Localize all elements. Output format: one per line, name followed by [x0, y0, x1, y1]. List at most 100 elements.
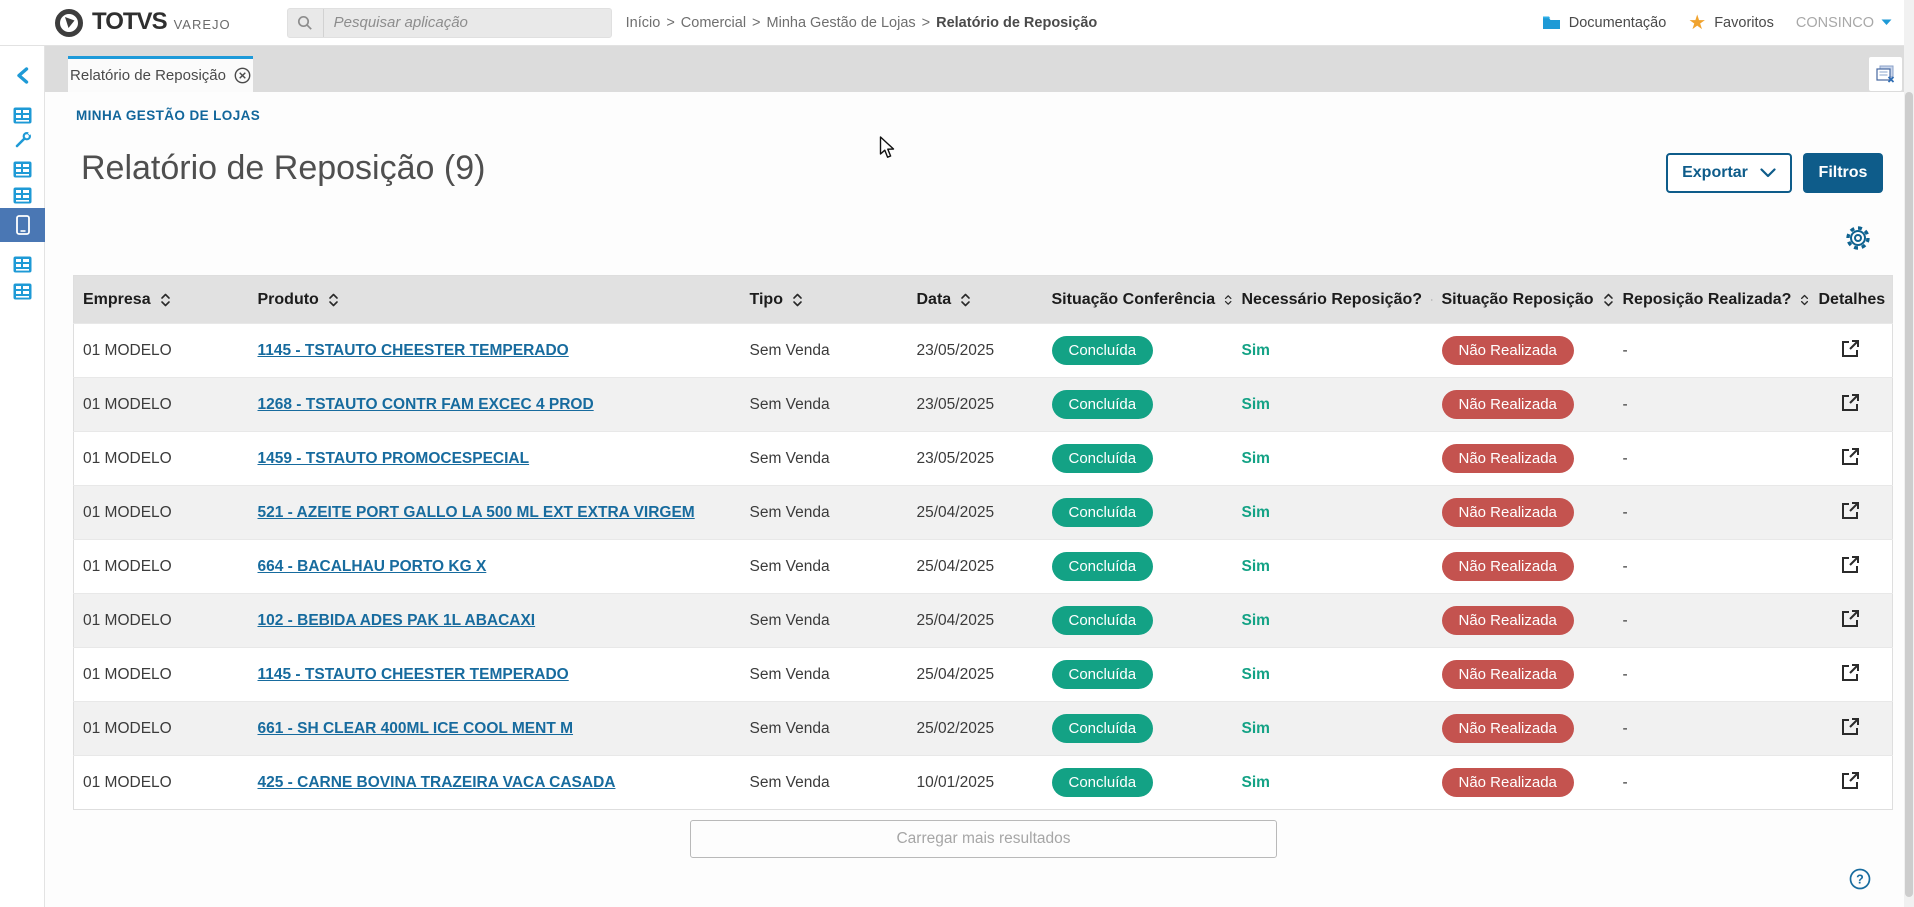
page-title: Relatório de Reposição (9): [81, 149, 486, 187]
breadcrumb-minha-gestao[interactable]: Minha Gestão de Lojas: [766, 14, 916, 31]
product-link[interactable]: 1145 - TSTAUTO CHEESTER TEMPERADO: [257, 665, 569, 683]
external-link-icon: [1842, 609, 1860, 627]
close-all-tabs-button[interactable]: [1869, 57, 1902, 91]
table-row: 01 MODELO 661 - SH CLEAR 400ML ICE COOL …: [73, 701, 1893, 756]
details-button[interactable]: [1840, 338, 1861, 364]
sort-icon[interactable]: [792, 292, 803, 308]
cell-tipo: Sem Venda: [740, 755, 908, 810]
column-header-label: Empresa: [83, 290, 151, 308]
sort-icon[interactable]: [328, 292, 339, 308]
external-link-icon: [1842, 393, 1860, 411]
details-button[interactable]: [1840, 770, 1861, 796]
sort-icon[interactable]: [1800, 292, 1809, 308]
tab-strip: Relatório de Reposição: [45, 46, 1914, 92]
sidebar-item-app-4[interactable]: [0, 250, 45, 278]
cell-necessario-reposicao: Sim: [1241, 665, 1270, 683]
sort-icon[interactable]: [1603, 292, 1614, 308]
export-label: Exportar: [1682, 164, 1748, 181]
cell-tipo: Sem Venda: [740, 323, 908, 378]
details-button[interactable]: [1840, 446, 1861, 472]
favorites-link[interactable]: ★ Favoritos: [1688, 13, 1774, 33]
export-button[interactable]: Exportar: [1666, 153, 1792, 193]
details-button[interactable]: [1840, 608, 1861, 634]
column-header-situacao_reposicao[interactable]: Situação Reposição: [1432, 275, 1614, 324]
column-header-tipo[interactable]: Tipo: [740, 275, 908, 324]
cell-data: 23/05/2025: [907, 377, 1043, 432]
cell-tipo: Sem Venda: [740, 539, 908, 594]
search-input[interactable]: [323, 14, 611, 31]
documentation-link[interactable]: Documentação: [1542, 15, 1666, 31]
sidebar-item-app-3[interactable]: [0, 181, 45, 209]
product-link[interactable]: 664 - BACALHAU PORTO KG X: [257, 557, 487, 575]
column-header-produto[interactable]: Produto: [248, 275, 741, 324]
tab-close-icon[interactable]: [234, 67, 251, 84]
cell-necessario-reposicao: Sim: [1241, 503, 1270, 521]
table-row: 01 MODELO 1145 - TSTAUTO CHEESTER TEMPER…: [73, 647, 1893, 702]
product-link[interactable]: 425 - CARNE BOVINA TRAZEIRA VACA CASADA: [257, 773, 616, 791]
column-header-data[interactable]: Data: [907, 275, 1043, 324]
product-link[interactable]: 1459 - TSTAUTO PROMOCESPECIAL: [257, 449, 530, 467]
cell-reposicao-realizada: -: [1613, 485, 1810, 540]
sidebar-collapse-button[interactable]: [0, 61, 45, 89]
cell-empresa: 01 MODELO: [73, 647, 249, 702]
cell-reposicao-realizada: -: [1613, 647, 1810, 702]
breadcrumb-inicio[interactable]: Início: [625, 14, 661, 31]
table-settings-button[interactable]: [1844, 224, 1872, 252]
external-link-icon: [1842, 771, 1860, 789]
page-scrollbar[interactable]: [1904, 0, 1914, 907]
cell-empresa: 01 MODELO: [73, 485, 249, 540]
details-button[interactable]: [1840, 716, 1861, 742]
details-button[interactable]: [1840, 662, 1861, 688]
cell-tipo: Sem Venda: [740, 377, 908, 432]
help-button[interactable]: ?: [1849, 868, 1873, 892]
sort-icon[interactable]: [1431, 292, 1433, 308]
column-header-necessario_reposicao[interactable]: Necessário Reposição?: [1232, 275, 1433, 324]
sidebar-item-app-1[interactable]: [0, 101, 45, 129]
module-link[interactable]: MINHA GESTÃO DE LOJAS: [76, 108, 261, 123]
external-link-icon: [1842, 447, 1860, 465]
product-link[interactable]: 661 - SH CLEAR 400ML ICE COOL MENT M: [257, 719, 574, 737]
app-window-icon: [13, 283, 32, 299]
conference-status-badge: Concluída: [1051, 660, 1154, 689]
breadcrumb-comercial[interactable]: Comercial: [680, 14, 747, 31]
sidebar-item-app-5[interactable]: [0, 277, 45, 305]
cell-empresa: 01 MODELO: [73, 593, 249, 648]
star-icon: ★: [1688, 11, 1707, 34]
cell-empresa: 01 MODELO: [73, 539, 249, 594]
chevron-left-icon: [17, 66, 29, 84]
sort-icon[interactable]: [160, 292, 171, 308]
cell-empresa: 01 MODELO: [73, 377, 249, 432]
column-header-empresa[interactable]: Empresa: [73, 275, 249, 324]
details-button[interactable]: [1840, 554, 1861, 580]
sort-icon[interactable]: [960, 292, 971, 308]
cell-data: 23/05/2025: [907, 431, 1043, 486]
column-header-reposicao_realizada[interactable]: Reposição Realizada?: [1613, 275, 1810, 324]
load-more-button[interactable]: Carregar mais resultados: [690, 820, 1277, 858]
sidebar-item-mobile-active[interactable]: [0, 208, 45, 242]
column-header-label: Situação Reposição: [1441, 290, 1594, 308]
product-link[interactable]: 1145 - TSTAUTO CHEESTER TEMPERADO: [257, 341, 569, 359]
conference-status-badge: Concluída: [1051, 336, 1154, 365]
product-link[interactable]: 521 - AZEITE PORT GALLO LA 500 ML EXT EX…: [257, 503, 695, 521]
sidebar-item-tools[interactable]: [0, 126, 45, 154]
user-menu[interactable]: CONSINCO: [1796, 15, 1892, 31]
sidebar-item-app-2[interactable]: [0, 155, 45, 183]
filters-button[interactable]: Filtros: [1803, 153, 1883, 193]
chevron-down-icon: [1881, 19, 1892, 25]
table-row: 01 MODELO 521 - AZEITE PORT GALLO LA 500…: [73, 485, 1893, 540]
app-window-icon: [13, 107, 32, 123]
product-link[interactable]: 102 - BEBIDA ADES PAK 1L ABACAXI: [257, 611, 536, 629]
tab-relatorio-reposicao[interactable]: Relatório de Reposição: [68, 56, 253, 92]
conference-status-badge: Concluída: [1051, 444, 1154, 473]
scrollbar-thumb[interactable]: [1905, 92, 1913, 897]
table-header-row: Empresa Produto Tipo Data: [73, 275, 1893, 324]
details-button[interactable]: [1840, 500, 1861, 526]
cell-reposicao-realizada: -: [1613, 431, 1810, 486]
sort-icon[interactable]: [1224, 292, 1232, 308]
column-header-situacao_conferencia[interactable]: Situação Conferência: [1042, 275, 1233, 324]
cell-necessario-reposicao: Sim: [1241, 773, 1270, 791]
details-button[interactable]: [1840, 392, 1861, 418]
app-search: [286, 7, 612, 38]
replacement-status-badge: Não Realizada: [1441, 498, 1574, 527]
product-link[interactable]: 1268 - TSTAUTO CONTR FAM EXCEC 4 PROD: [257, 395, 594, 413]
